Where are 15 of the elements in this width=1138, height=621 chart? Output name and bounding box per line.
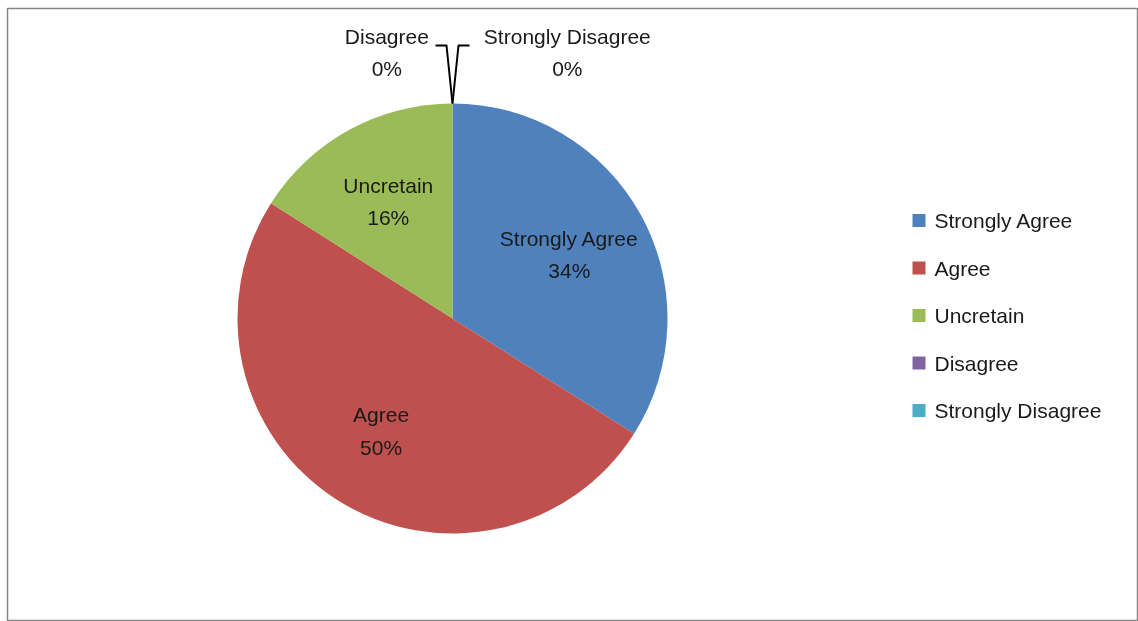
slice-label: Uncretain [343,174,434,198]
legend-label: Strongly Disagree [934,399,1102,422]
legend-label: Strongly Agree [934,209,1073,232]
data-label: 50% [360,435,403,459]
text: 0% [371,57,402,81]
legend-label: Disagree [934,351,1019,375]
data-label: 34% [548,258,591,282]
data-label: 16% [367,206,410,230]
slice-label: Strongly Agree [499,226,638,250]
slice-label: Agree [353,403,410,427]
legend-label: Agree [934,256,991,280]
category-label: Disagree [344,24,429,48]
legend-label: Uncretain [934,304,1025,327]
category-label: Strongly Disagree [483,24,651,48]
text: 0% [552,57,583,81]
